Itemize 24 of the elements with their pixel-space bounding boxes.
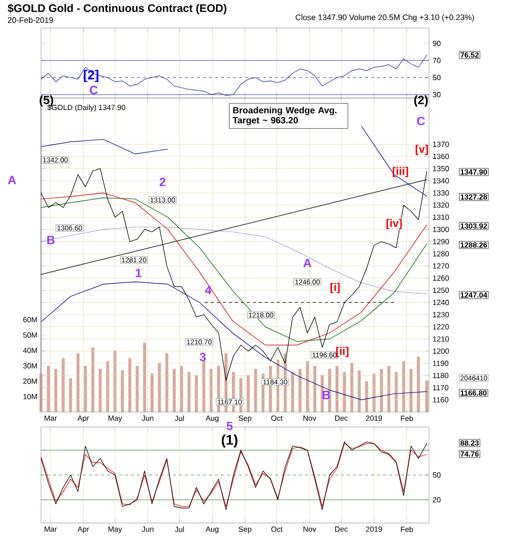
annotation: A [303,258,312,268]
annotation: 3 [200,352,206,362]
annotation: Broadening Wedge Avg. Target ~ 963.20 [232,106,336,126]
annotation: [v] [416,144,428,156]
annotation: (2) [414,95,428,107]
annotation: 2 [160,178,166,186]
annotation: B [47,236,55,244]
annotation: 1 [136,268,142,278]
annotation: (5) [40,95,54,107]
chart-title: $GOLD Gold - Continuous Contract (EOD) [8,4,226,14]
annotation: B [322,390,330,400]
annotation: (1) [222,434,238,448]
text: A [8,176,16,184]
annotation: C [417,116,426,126]
annotation: C [90,86,98,94]
annotation: [iv] [386,218,402,230]
annotation: [2] [84,70,98,82]
text: Close 1347.90 Volume 20.5M Chg +3.10 (+0.23%) [296,14,474,22]
annotation: 4 [205,286,212,294]
annotation: [i] [330,282,340,294]
annotation: [iii] [392,166,408,178]
annotation: [ii] [336,346,348,358]
annotation: 5 [226,422,233,430]
chart-subtitle: 20-Feb-2019 [8,17,53,23]
